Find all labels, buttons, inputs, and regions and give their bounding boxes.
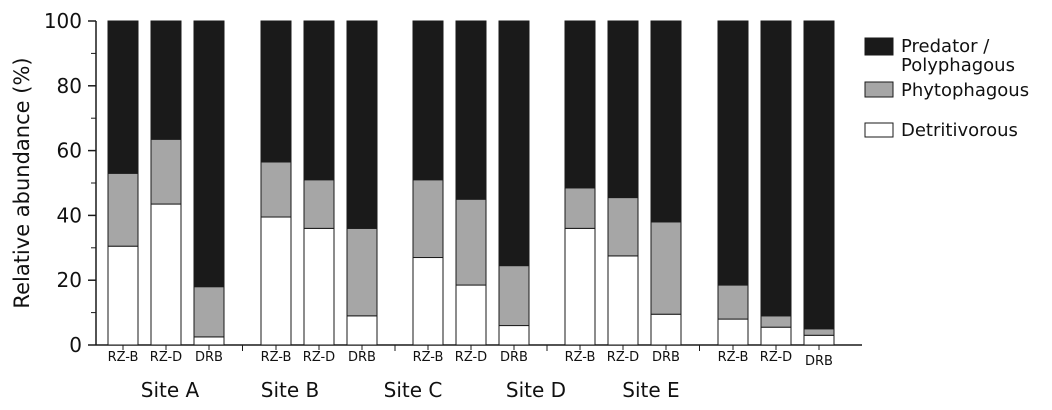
bar-segment bbox=[607, 255, 639, 346]
bar-segment bbox=[260, 161, 292, 218]
bar-segment bbox=[717, 20, 749, 286]
category-label: RZ-D bbox=[150, 350, 182, 365]
bar-segment bbox=[346, 20, 378, 229]
bar-segment bbox=[564, 227, 596, 346]
bar-segment bbox=[193, 20, 225, 288]
site-label: Site D bbox=[506, 378, 566, 402]
bar-segment bbox=[150, 20, 182, 140]
category-label: RZ-B bbox=[108, 350, 139, 365]
category-label: RZ-B bbox=[261, 350, 292, 365]
y-tick-label: 0 bbox=[69, 333, 82, 357]
category-label: DRB bbox=[805, 354, 833, 369]
category-label: RZ-D bbox=[607, 350, 639, 365]
bar-segment bbox=[498, 20, 530, 267]
bar-segment bbox=[455, 20, 487, 200]
bar-segment bbox=[303, 20, 335, 181]
bar-segment bbox=[303, 227, 335, 346]
category-label: RZ-B bbox=[565, 350, 596, 365]
bar-segment bbox=[717, 284, 749, 320]
bar-segment bbox=[150, 203, 182, 346]
bar-segment bbox=[607, 20, 639, 199]
legend-label: Polyphagous bbox=[901, 55, 1015, 76]
category-label: DRB bbox=[652, 350, 680, 365]
category-label: RZ-B bbox=[718, 350, 749, 365]
site-label: Site E bbox=[622, 378, 679, 402]
bar-segment bbox=[760, 315, 792, 328]
bar-segment bbox=[650, 221, 682, 315]
y-tick-label: 100 bbox=[44, 9, 82, 33]
bar-segment bbox=[412, 257, 444, 346]
category-label: DRB bbox=[195, 350, 223, 365]
bar-segment bbox=[455, 198, 487, 286]
bar-segment bbox=[607, 197, 639, 257]
bar-segment bbox=[455, 284, 487, 346]
legend-swatch bbox=[864, 122, 894, 138]
bar-segment bbox=[650, 20, 682, 223]
bar-segment bbox=[803, 328, 835, 336]
legend-swatch bbox=[864, 81, 894, 98]
bar-segment bbox=[650, 313, 682, 346]
bar-segment bbox=[498, 265, 530, 327]
bar-segment bbox=[107, 245, 139, 346]
bar-segment bbox=[564, 187, 596, 229]
bar-segment bbox=[760, 20, 792, 317]
bar-segment bbox=[346, 227, 378, 317]
bar-segment bbox=[150, 138, 182, 205]
bar-segment bbox=[803, 334, 835, 346]
bar-segment bbox=[107, 172, 139, 247]
y-tick-label: 80 bbox=[57, 74, 82, 98]
bar-segment bbox=[412, 20, 444, 181]
site-label: Site B bbox=[261, 378, 319, 402]
bar-segment bbox=[107, 20, 139, 174]
bar-segment bbox=[717, 318, 749, 346]
site-label: Site C bbox=[384, 378, 443, 402]
bar-segment bbox=[193, 336, 225, 346]
legend-swatch bbox=[864, 37, 894, 56]
y-tick-label: 60 bbox=[57, 139, 82, 163]
site-label: Site A bbox=[141, 378, 200, 402]
y-tick-label: 40 bbox=[57, 203, 82, 227]
category-label: RZ-B bbox=[413, 350, 444, 365]
category-label: RZ-D bbox=[760, 350, 792, 365]
category-label: RZ-D bbox=[455, 350, 487, 365]
legend-label: Detritivorous bbox=[901, 120, 1018, 141]
bar-segment bbox=[193, 286, 225, 338]
bar-segment bbox=[760, 326, 792, 346]
legend-label: Phytophagous bbox=[901, 80, 1029, 101]
category-label: DRB bbox=[500, 350, 528, 365]
bar-segment bbox=[346, 315, 378, 346]
bar-segment bbox=[260, 216, 292, 346]
y-tick-label: 20 bbox=[57, 268, 82, 292]
category-label: RZ-D bbox=[303, 350, 335, 365]
bar-segment bbox=[303, 179, 335, 229]
bar-segment bbox=[803, 20, 835, 330]
legend-label: Predator / bbox=[901, 36, 990, 57]
bar-segment bbox=[412, 179, 444, 259]
y-axis-label: Relative abundance (%) bbox=[10, 57, 34, 308]
bar-segment bbox=[260, 20, 292, 163]
bar-segment bbox=[564, 20, 596, 189]
bar-segment bbox=[498, 325, 530, 346]
category-label: DRB bbox=[348, 350, 376, 365]
